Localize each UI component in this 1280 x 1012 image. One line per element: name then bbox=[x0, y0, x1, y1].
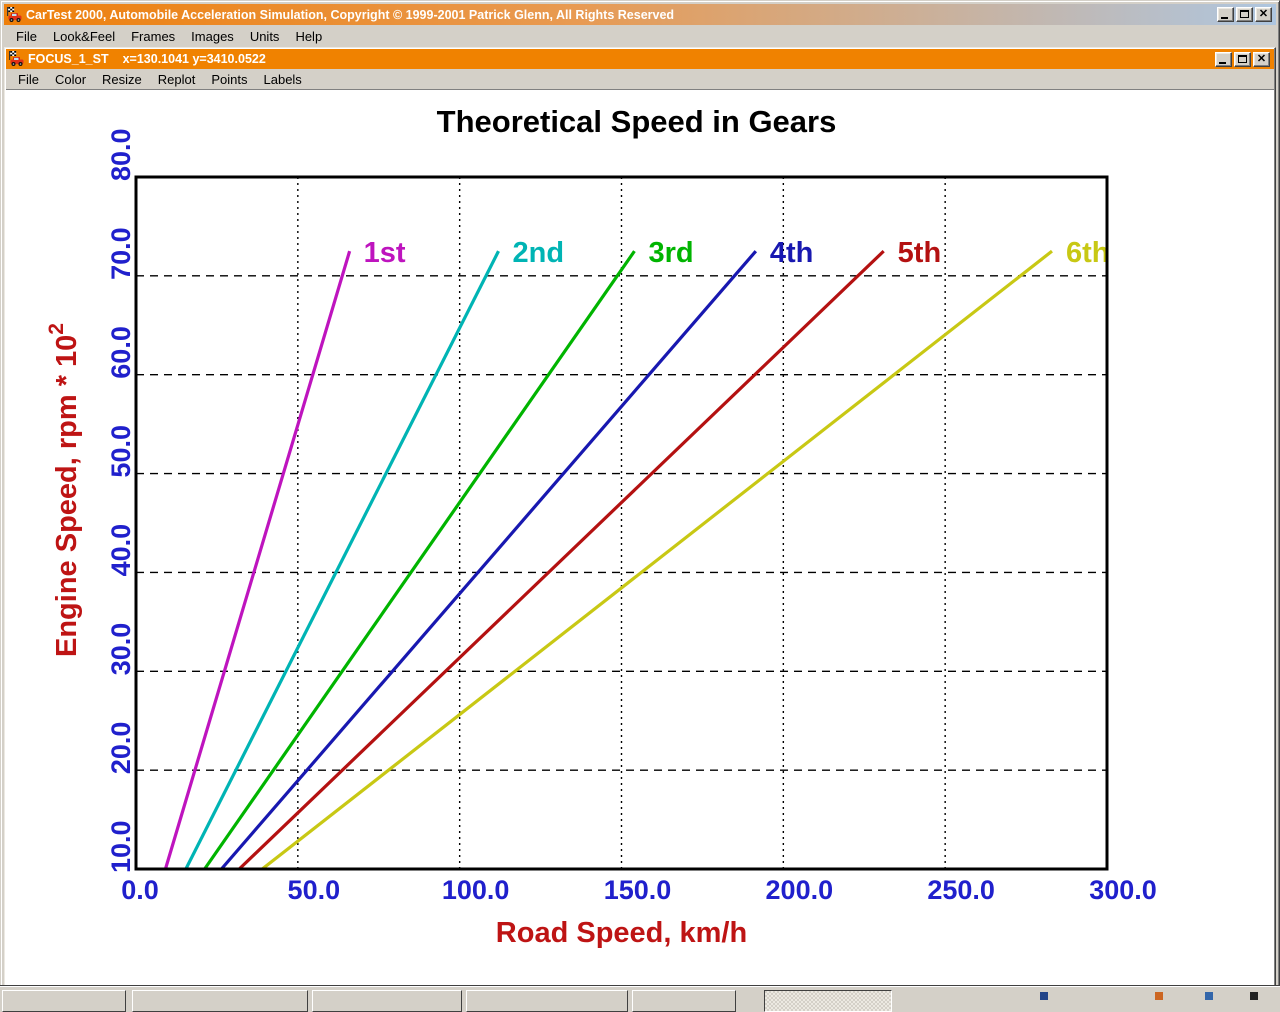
tray-icon[interactable] bbox=[1155, 992, 1163, 1000]
app-menu-help[interactable]: Help bbox=[287, 27, 330, 46]
taskbar[interactable] bbox=[0, 986, 1280, 1003]
x-axis-title: Road Speed, km/h bbox=[496, 917, 747, 949]
gear-label-2nd: 2nd bbox=[513, 237, 565, 269]
cursor-coordinates-readout: x=130.1041 y=3410.0522 bbox=[123, 52, 266, 66]
taskbar-button[interactable] bbox=[466, 990, 628, 1012]
maximize-icon bbox=[1238, 55, 1247, 63]
app-menu-frames[interactable]: Frames bbox=[123, 27, 183, 46]
minimize-icon bbox=[1219, 62, 1226, 64]
cartest-car-icon bbox=[6, 7, 22, 23]
start-button[interactable] bbox=[2, 990, 126, 1012]
tray-icon[interactable] bbox=[1205, 992, 1213, 1000]
y-tick-label: 60.0 bbox=[106, 326, 136, 379]
y-axis-title: Engine Speed, rpm * 102 bbox=[45, 323, 83, 657]
y-tick-label: 80.0 bbox=[106, 128, 136, 181]
x-tick-label: 100.0 bbox=[442, 875, 510, 905]
chart-canvas[interactable]: 1st 2nd 3rd 4th 5th 6th 0.0 50.0 100.0 150.0 200.0… bbox=[6, 90, 1274, 997]
app-minimize-button[interactable] bbox=[1217, 7, 1234, 22]
maximize-icon bbox=[1240, 10, 1249, 18]
app-title: CarTest 2000, Automobile Acceleration Si… bbox=[26, 8, 674, 22]
gear-speed-chart: 1st 2nd 3rd 4th 5th 6th 0.0 50.0 100.0 150.0 200.0… bbox=[6, 90, 1276, 985]
cartest-car-icon bbox=[8, 51, 24, 67]
x-tick-label: 0.0 bbox=[121, 875, 159, 905]
plot-window-title: FOCUS_1_ST bbox=[28, 52, 109, 66]
chart-title: Theoretical Speed in Gears bbox=[437, 104, 837, 139]
close-icon: ✕ bbox=[1254, 53, 1269, 66]
gear-label-5th: 5th bbox=[898, 237, 942, 269]
x-tick-label: 250.0 bbox=[927, 875, 995, 905]
app-menu-file[interactable]: File bbox=[8, 27, 45, 46]
plot-menu-resize[interactable]: Resize bbox=[94, 70, 150, 89]
plot-menu-color[interactable]: Color bbox=[47, 70, 94, 89]
y-tick-label: 40.0 bbox=[106, 524, 136, 577]
x-tick-label: 200.0 bbox=[766, 875, 834, 905]
y-tick-label: 30.0 bbox=[106, 623, 136, 676]
taskbar-button[interactable] bbox=[632, 990, 736, 1012]
plot-menu-replot[interactable]: Replot bbox=[150, 70, 204, 89]
gear-label-6th: 6th bbox=[1066, 237, 1110, 269]
gear-line-2nd bbox=[186, 251, 499, 869]
gear-label-1st: 1st bbox=[364, 237, 406, 269]
x-tick-label: 50.0 bbox=[288, 875, 341, 905]
x-tick-label: 150.0 bbox=[604, 875, 672, 905]
taskbar-button-active[interactable] bbox=[764, 990, 892, 1012]
gear-line-5th bbox=[239, 251, 883, 869]
y-tick-label: 10.0 bbox=[106, 820, 136, 873]
app-titlebar[interactable]: CarTest 2000, Automobile Acceleration Si… bbox=[4, 4, 1276, 25]
gear-line-3rd bbox=[205, 251, 635, 869]
y-tick-label: 70.0 bbox=[106, 227, 136, 280]
app-close-button[interactable]: ✕ bbox=[1255, 7, 1272, 22]
taskbar-button[interactable] bbox=[132, 990, 308, 1012]
plot-menu-file[interactable]: File bbox=[10, 70, 47, 89]
app-maximize-button[interactable] bbox=[1236, 7, 1253, 22]
gear-label-4th: 4th bbox=[770, 237, 814, 269]
close-icon: ✕ bbox=[1256, 8, 1271, 21]
gear-label-3rd: 3rd bbox=[648, 237, 693, 269]
plot-titlebar[interactable]: FOCUS_1_ST x=130.1041 y=3410.0522 ✕ bbox=[6, 49, 1274, 69]
plot-menu-points[interactable]: Points bbox=[203, 70, 255, 89]
app-menu-images[interactable]: Images bbox=[183, 27, 242, 46]
gear-line-4th bbox=[221, 251, 755, 869]
y-tick-label: 20.0 bbox=[106, 722, 136, 775]
app-menu-units[interactable]: Units bbox=[242, 27, 288, 46]
tray-icon[interactable] bbox=[1250, 992, 1258, 1000]
plot-menu-labels[interactable]: Labels bbox=[256, 70, 310, 89]
tray-icon[interactable] bbox=[1040, 992, 1048, 1000]
plot-maximize-button[interactable] bbox=[1234, 52, 1251, 67]
app-menu-look-feel[interactable]: Look&Feel bbox=[45, 27, 123, 46]
plot-minimize-button[interactable] bbox=[1215, 52, 1232, 67]
minimize-icon bbox=[1221, 17, 1228, 19]
taskbar-button[interactable] bbox=[312, 990, 462, 1012]
gear-line-1st bbox=[165, 251, 349, 869]
x-tick-label: 300.0 bbox=[1089, 875, 1157, 905]
gear-line-6th bbox=[262, 251, 1052, 869]
y-tick-label: 50.0 bbox=[106, 425, 136, 478]
plot-close-button[interactable]: ✕ bbox=[1253, 52, 1270, 67]
plot-window: FOCUS_1_ST x=130.1041 y=3410.0522 ✕ File… bbox=[4, 47, 1276, 999]
